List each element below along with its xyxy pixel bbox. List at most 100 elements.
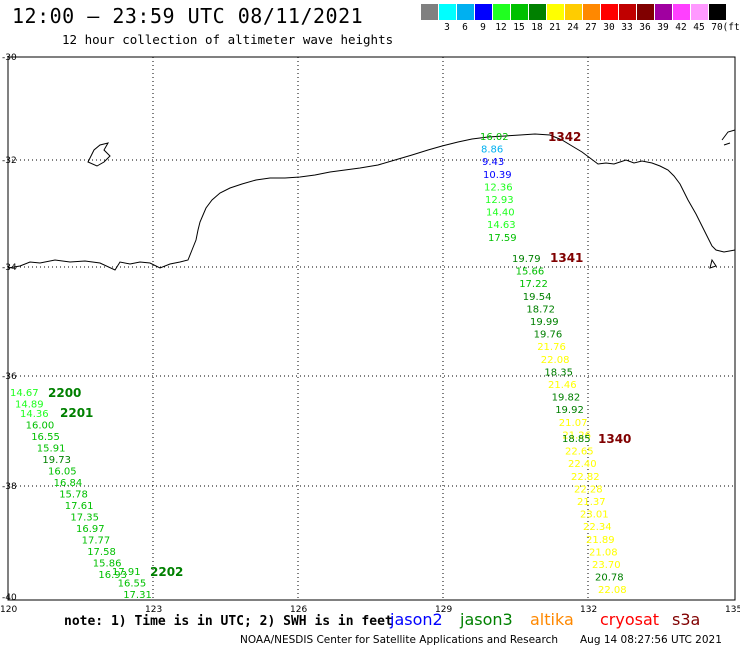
legend-label: 33 — [621, 22, 633, 33]
legend-label: 21 — [549, 22, 561, 33]
lat-label: -36 — [2, 372, 17, 382]
legend-swatch — [493, 4, 510, 20]
australia-coastline — [7, 133, 736, 271]
swh-reading: 17.61 — [65, 501, 94, 512]
swh-reading: 16.93 — [98, 570, 127, 581]
legend-swatch — [673, 4, 690, 20]
satellite-legend-altika: altika — [530, 610, 574, 629]
swh-reading: 9.43 — [482, 157, 504, 168]
swh-reading: 20.78 — [595, 573, 624, 584]
swh-reading: 19.54 — [523, 292, 552, 303]
legend-swatch — [619, 4, 636, 20]
map-grid — [8, 57, 735, 600]
swh-reading: 18.35 — [544, 367, 573, 378]
swh-reading: 14.89 — [15, 400, 44, 411]
swh-reading: 17.77 — [82, 536, 111, 547]
swh-reading: 19.92 — [555, 405, 584, 416]
swh-reading: 14.36 — [20, 409, 49, 420]
legend-swatch — [547, 4, 564, 20]
legend-swatch — [457, 4, 474, 20]
lat-label: -40 — [2, 593, 17, 603]
swh-reading: 19.82 — [552, 393, 581, 404]
swh-reading: 19.73 — [42, 455, 71, 466]
swh-reading: 21.08 — [589, 547, 618, 558]
legend-swatch — [601, 4, 618, 20]
pass-time-label: 1342 — [548, 130, 581, 144]
footer: note: 1) Time is in UTC; 2) SWH is in fe… — [0, 610, 740, 650]
legend-label: 24 — [567, 22, 579, 33]
swh-reading: 18.72 — [526, 304, 555, 315]
legend-swatch — [691, 4, 708, 20]
swh-reading: 17.22 — [519, 279, 548, 290]
swh-reading: 22.08 — [598, 585, 627, 596]
swh-reading: 21.07 — [559, 418, 588, 429]
lon-label: 120 — [0, 605, 17, 615]
swh-reading: 14.40 — [486, 208, 515, 219]
lon-label: 129 — [435, 605, 452, 615]
lat-label: -32 — [2, 156, 17, 166]
pass-time-label: 1340 — [598, 432, 631, 446]
swh-reading: 22.34 — [583, 522, 612, 533]
swh-reading: 17.31 — [123, 590, 152, 601]
legend-label: 9 — [480, 22, 486, 33]
swh-reading: 17.35 — [70, 513, 99, 524]
lon-label: 123 — [145, 605, 162, 615]
swh-reading: 16.05 — [48, 467, 77, 478]
lat-label: -30 — [2, 53, 17, 63]
swh-reading: 15.86 — [93, 559, 122, 570]
lon-label: 126 — [290, 605, 307, 615]
swh-reading: 21.76 — [537, 342, 566, 353]
swh-reading: 22.40 — [568, 459, 597, 470]
page-subtitle: 12 hour collection of altimeter wave hei… — [62, 32, 394, 47]
legend-unit: (ft) — [722, 22, 740, 33]
legend-swatch — [583, 4, 600, 20]
swh-reading: 21.46 — [548, 380, 577, 391]
swh-reading: 21.89 — [586, 535, 615, 546]
legend-label: 70 — [711, 22, 723, 33]
swh-reading: 14.63 — [487, 220, 516, 231]
legend-swatch — [655, 4, 672, 20]
swh-reading: 19.76 — [534, 330, 563, 341]
swh-reading: 17.58 — [87, 547, 116, 558]
legend-label: 18 — [531, 22, 543, 33]
swh-reading: 14.67 — [10, 388, 39, 399]
swh-reading: 22.08 — [541, 355, 570, 366]
legend-swatch — [511, 4, 528, 20]
legend-swatch — [709, 4, 726, 20]
legend-label: 30 — [603, 22, 615, 33]
swh-reading: 21.26 — [562, 430, 591, 441]
swh-reading: 22.82 — [571, 472, 600, 483]
legend-label: 6 — [462, 22, 468, 33]
pass-time-label: 2201 — [60, 406, 93, 420]
swh-reading: 16.97 — [76, 524, 105, 535]
legend-label: 3 — [444, 22, 450, 33]
swh-reading: 23.01 — [580, 510, 609, 521]
swh-reading: 15.91 — [37, 444, 66, 455]
swh-reading: 10.39 — [483, 170, 512, 181]
swh-reading: 22.65 — [565, 447, 594, 458]
lon-label: 132 — [580, 605, 597, 615]
swh-reading: 16.02 — [480, 132, 509, 143]
pass-time-label: 2202 — [150, 565, 183, 579]
island-coastline-east — [709, 129, 736, 269]
swh-reading: 22.28 — [574, 484, 603, 495]
credit-line: NOAA/NESDIS Center for Satellite Applica… — [240, 634, 558, 646]
legend-swatch — [565, 4, 582, 20]
legend-label: 27 — [585, 22, 597, 33]
pass-time-label: 1341 — [550, 251, 583, 265]
swh-reading: 15.66 — [516, 267, 545, 278]
swh-reading: 15.78 — [59, 490, 88, 501]
legend-label: 42 — [675, 22, 687, 33]
page-title: 12:00 – 23:59 UTC 08/11/2021 — [12, 4, 364, 28]
lon-label: 135 — [725, 605, 740, 615]
legend-swatch — [637, 4, 654, 20]
swh-reading: 21.37 — [577, 497, 606, 508]
legend-label: 45 — [693, 22, 705, 33]
legend-swatch — [421, 4, 438, 20]
swh-reading: 8.86 — [481, 145, 503, 156]
legend-swatch — [529, 4, 546, 20]
satellite-legend-jason3: jason3 — [460, 610, 513, 629]
